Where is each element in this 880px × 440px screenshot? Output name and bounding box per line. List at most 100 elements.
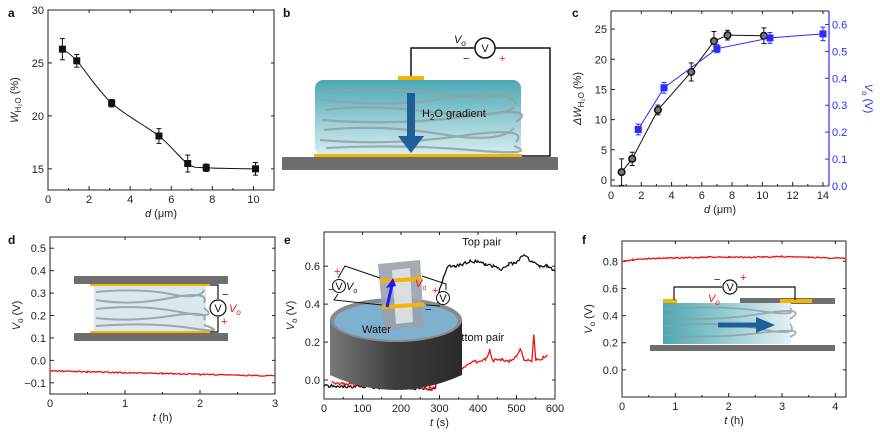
y2-axis-label-unit: (V) [862, 96, 874, 114]
data-point [628, 154, 637, 163]
data-point [73, 57, 81, 65]
y-axis-label-sub: o [16, 318, 25, 323]
left-plus-sign: + [334, 266, 340, 278]
y-axis-label-unit: (%) [9, 77, 21, 97]
data-point [155, 132, 163, 140]
y2-axis-label-sub: o [860, 91, 869, 96]
left-voltmeter-label: V [335, 281, 343, 293]
series-line [621, 34, 764, 173]
x-tick-label: 500 [507, 403, 525, 415]
right-voltmeter-label: V [439, 293, 447, 305]
x-axis-label-var: d [704, 204, 711, 216]
x-tick-label: 400 [469, 403, 487, 415]
y-tick-label: 0.8 [603, 256, 618, 268]
series-line [621, 254, 847, 263]
series-line [49, 369, 276, 377]
x-tick-label: 0 [45, 194, 51, 206]
vo-label: Vo [229, 303, 241, 317]
y-tick-label: 20 [595, 54, 607, 66]
circuit-wire [673, 286, 796, 300]
x-tick-label: 6 [168, 194, 174, 206]
data-point [709, 37, 718, 46]
chart-f: 0 1 2 3 4 0.0 0.2 0.4 0.6 0.8 t (h) Vo (V) [583, 240, 847, 427]
data-point [58, 45, 66, 53]
y-tick-label: 0.1 [31, 333, 46, 345]
y2-tick-label: 0.1 [832, 154, 847, 166]
inset-f-device: V − + Vo [650, 272, 835, 351]
x-tick-label: 8 [209, 194, 215, 206]
y2-axis-label: Vo (V) [860, 84, 874, 114]
plus-sign: + [740, 272, 746, 284]
y-tick-label: 10 [595, 115, 607, 127]
y-axis-label-var: V [583, 325, 595, 334]
y-axis-label: WH₂O (%) [9, 77, 23, 123]
x-tick-label: 100 [353, 403, 371, 415]
panel-label-b: b [283, 6, 290, 20]
voltmeter-label: V [214, 303, 222, 315]
voltmeter-label: V [726, 282, 734, 294]
left-circuit-wire [333, 265, 383, 306]
x-tick-label: 4 [832, 401, 838, 413]
series-line [637, 33, 823, 130]
bottom-electrode [314, 154, 522, 157]
bottom-plate [74, 333, 228, 341]
x-axis-label-unit: (μm) [151, 208, 177, 220]
axis-frame [610, 11, 829, 187]
y-tick-label: 0.4 [603, 311, 618, 323]
plus-sign: + [221, 316, 227, 328]
chart-d: 0 1 2 3 −0.1 0.0 0.1 0.2 0.3 0.4 0.5 t (h) Vo (V) [11, 236, 278, 424]
voltmeter-icon [722, 279, 738, 295]
x-tick-label: 0 [321, 403, 327, 415]
x-tick-label: 300 [430, 403, 448, 415]
y2-tick-label: 0.5 [832, 46, 847, 58]
x-tick-label: 0 [619, 401, 625, 413]
x-tick-label: 3 [779, 401, 785, 413]
y-tick-label: 15 [595, 84, 607, 96]
x-axis-label: t (s) [430, 417, 449, 429]
bottom-electrode-pair [381, 302, 425, 310]
data-point [660, 84, 668, 92]
axis-frame [621, 240, 847, 398]
y-tick-label: 0.6 [603, 283, 618, 295]
y2-tick-label: 0.2 [832, 127, 847, 139]
y-axis-label: Vo (V) [11, 301, 25, 331]
y-axis-label: ΔWH₂O (%) [572, 72, 586, 126]
y-tick-label: 0.3 [31, 288, 46, 300]
bottom-plate [650, 345, 835, 351]
y-axis-label-unit: (%) [572, 72, 584, 92]
panel-label-c: c [572, 6, 579, 20]
x-tick-label: 10 [756, 190, 768, 202]
x-tick-label: 600 [546, 403, 564, 415]
x-tick-label: 2 [86, 194, 92, 206]
y-tick-label: 0.4 [31, 266, 46, 278]
x-axis-label-unit: (s) [433, 417, 449, 429]
fiber-strands [95, 289, 216, 332]
y-tick-label: 15 [32, 164, 44, 176]
water-label: Water [362, 324, 391, 336]
series-line [323, 254, 556, 391]
data-point [617, 168, 626, 177]
y-axis-label-sub: H₂O [577, 92, 586, 107]
left-vo-label: Vo [346, 281, 357, 295]
inset-d-device: V − + Vo [74, 276, 241, 341]
bottom-electrode [90, 331, 210, 333]
x-tick-label: 4 [127, 194, 133, 206]
vo-label: Vo [454, 34, 466, 48]
data-point [766, 34, 774, 42]
y-tick-label: 0.5 [31, 243, 46, 255]
y-tick-label: 5 [601, 145, 607, 157]
plus-sign: + [499, 53, 505, 65]
panel-label-f: f [582, 233, 587, 247]
y-tick-label: 0.2 [305, 337, 320, 349]
x-axis-label: d (μm) [145, 208, 177, 220]
voltmeter-icon [209, 299, 227, 317]
y-axis-label-var: ΔW [572, 106, 584, 126]
x-tick-label: 12 [787, 190, 799, 202]
x-tick-label: 0 [608, 190, 614, 202]
fiber-strands [319, 88, 524, 154]
inset-e-device: V V Vo Vo + − + − Water [328, 260, 462, 390]
right-vo-label: Vo [415, 278, 426, 292]
y-tick-label: 0 [601, 175, 607, 187]
x-tick-label: 8 [729, 190, 735, 202]
